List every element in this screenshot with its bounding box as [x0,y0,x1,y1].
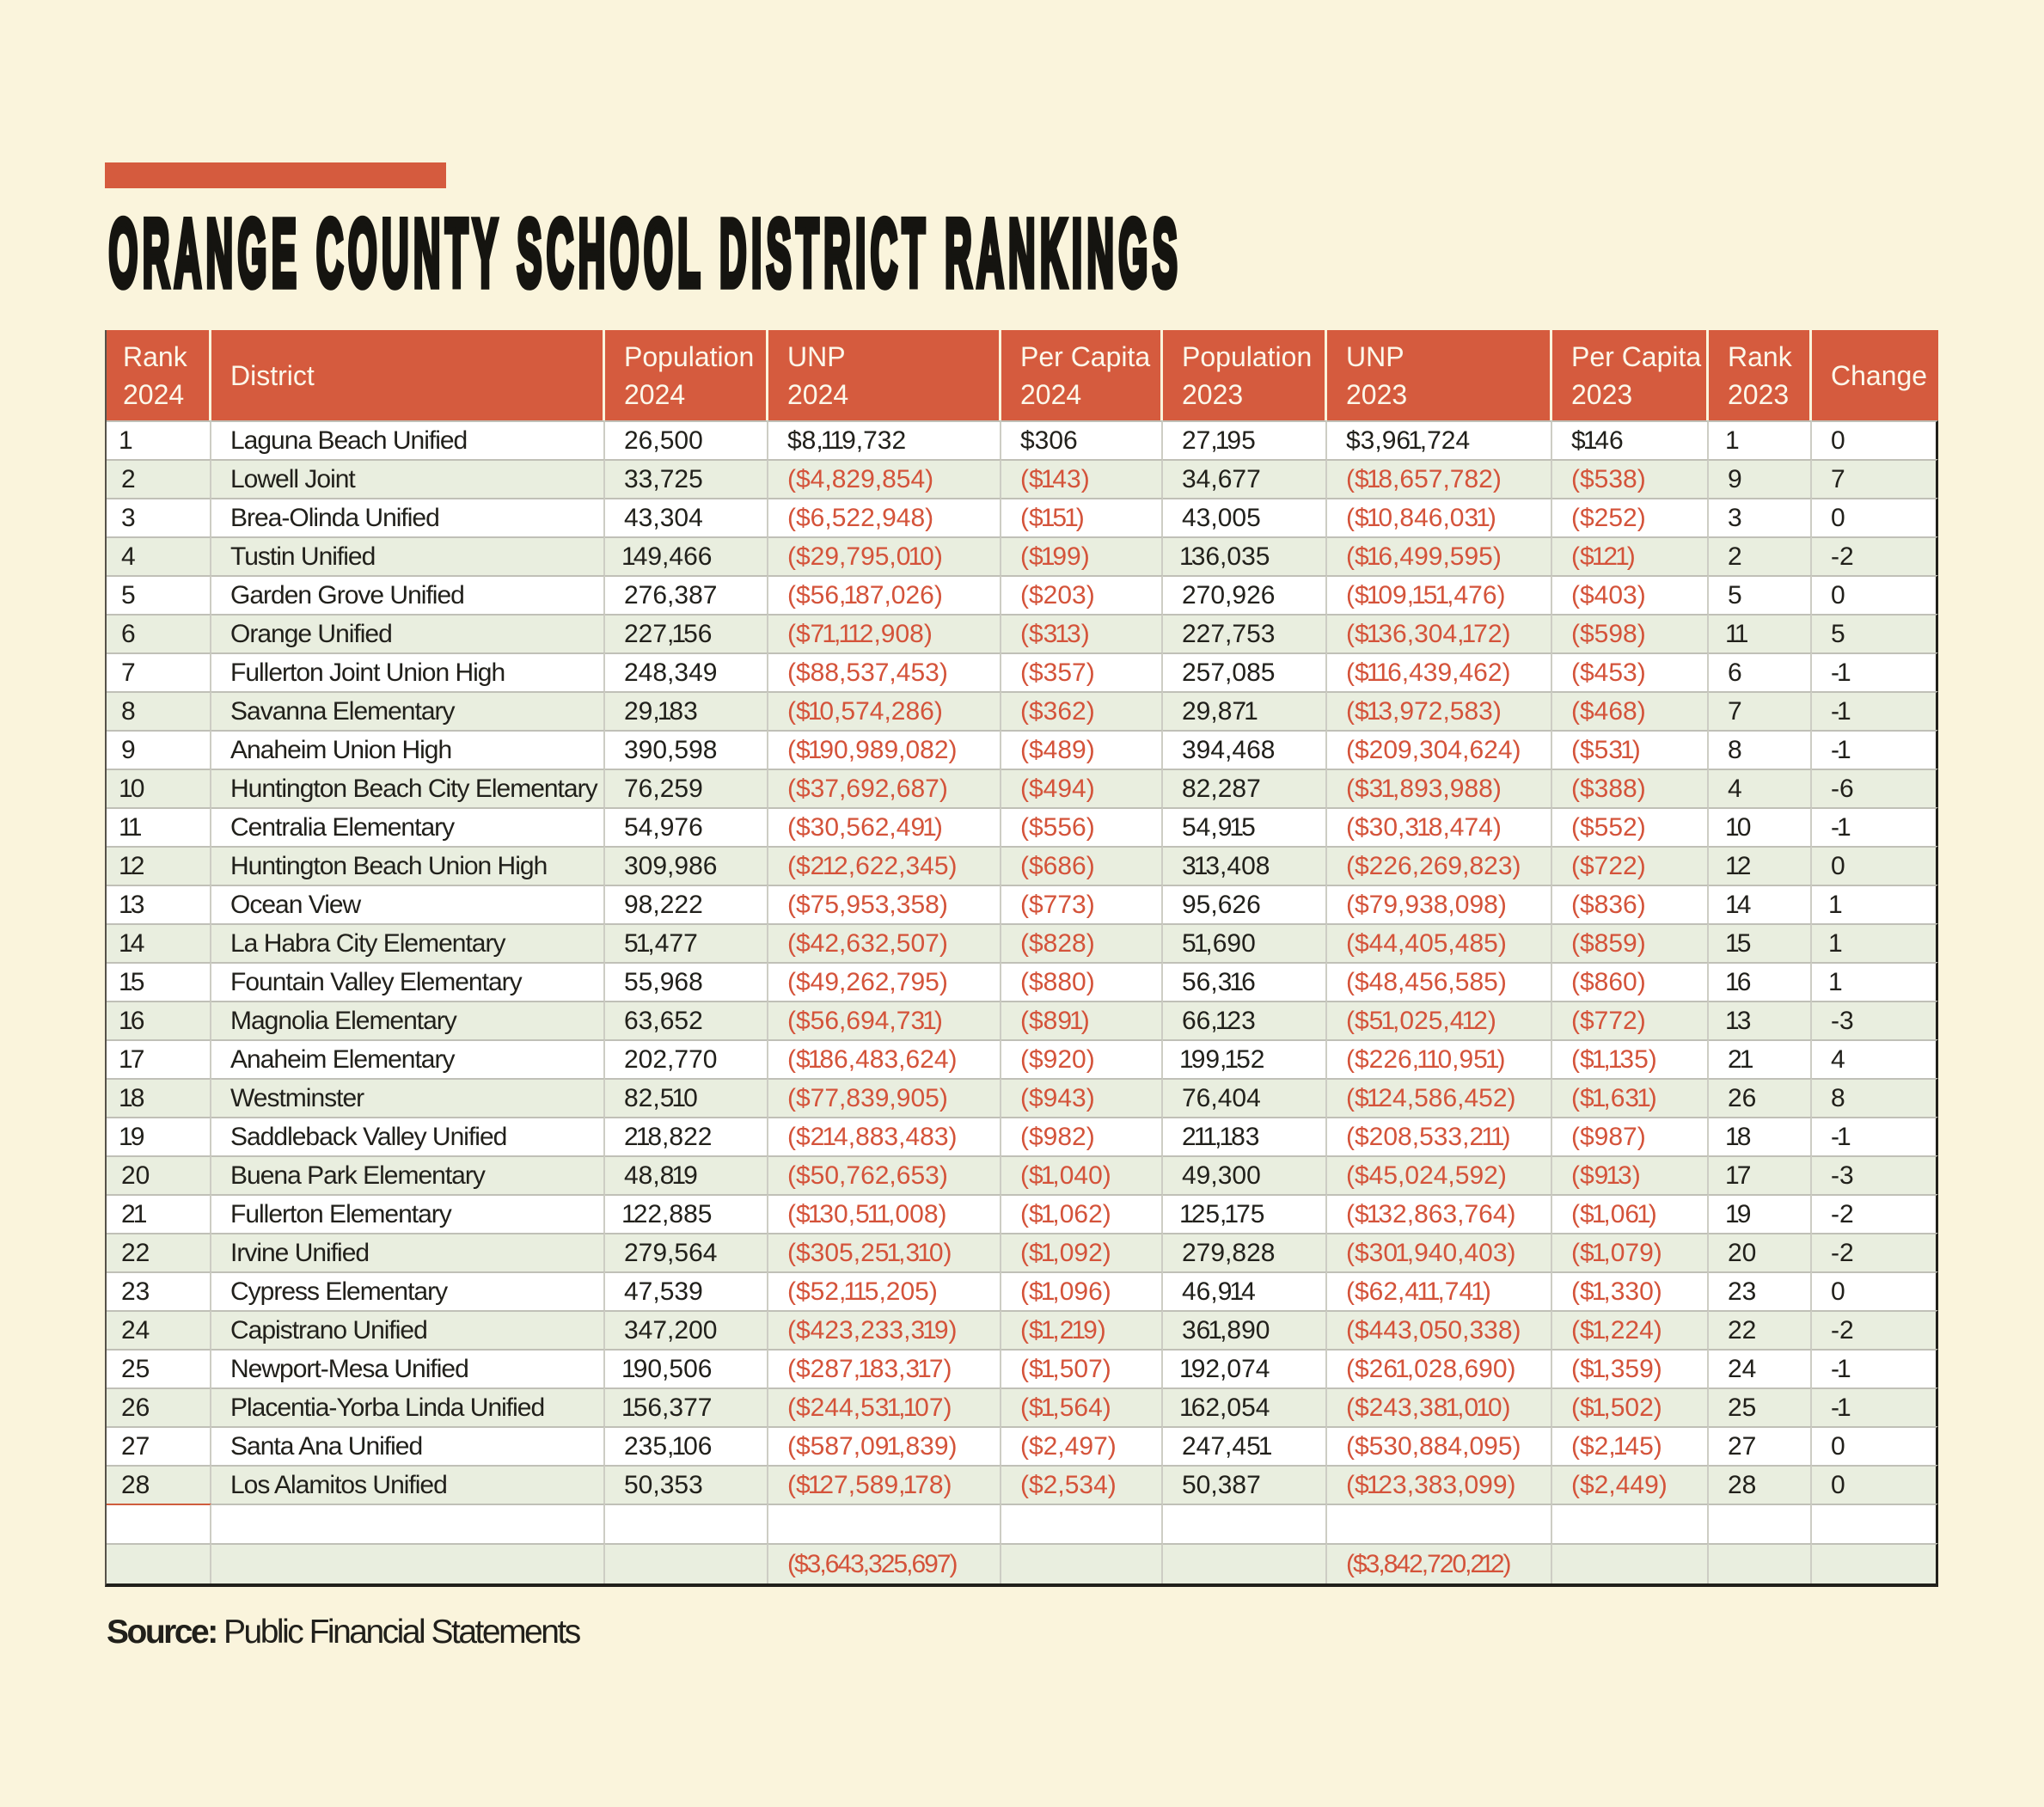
svg-text:ORANGE COUNTY SCHOOL DISTRICT: ORANGE COUNTY SCHOOL DISTRICT RANKINGS [109,206,1183,301]
